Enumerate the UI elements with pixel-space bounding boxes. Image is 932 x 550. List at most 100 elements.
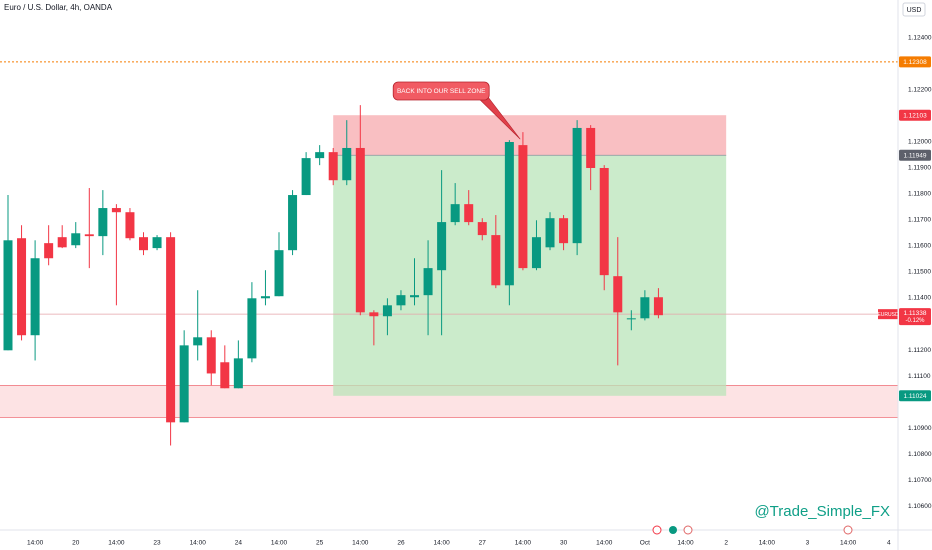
y-tick-label: 1.11500 [908,269,931,276]
candle-body [586,127,596,168]
annotation-bubble [392,81,490,101]
price-label-bg [899,109,931,121]
x-tick-label: 14:00 [352,540,369,547]
price-label: 1.11024 [903,393,926,400]
candle-body [328,152,338,181]
price-label: 1.11949 [903,152,926,159]
candle-body [152,237,162,249]
y-tick-label: 1.12000 [908,139,932,146]
candle-body [193,337,203,346]
y-tick-label: 1.10900 [908,425,932,432]
candle-body [111,208,121,213]
x-tick-label: 14:00 [515,540,532,547]
candle-body [518,145,528,269]
candle-body [166,237,176,423]
candle-body [206,337,216,374]
candle-body [301,158,311,196]
candle-body [382,305,392,317]
x-tick-label: 4 [887,540,891,547]
y-tick-label: 1.12400 [908,35,932,42]
candle-body [71,233,81,246]
x-tick-label: 14:00 [190,540,207,547]
currency[interactable]: USD [907,7,922,14]
price-label-bg [899,149,931,161]
last-price-bg [899,308,931,326]
zone [333,115,727,156]
candle-body [653,297,663,316]
y-tick-label: 1.10700 [908,477,932,484]
price-label: 1.12308 [903,59,927,66]
annotation-text: BACK INTO OUR SELL ZONE [397,88,486,95]
x-tick-label: 14:00 [108,540,125,547]
candle-body [464,204,474,223]
symbol-label: EURUSD [877,312,899,318]
price-label: 1.12103 [903,112,927,119]
candle-body [396,295,406,306]
candle-body [423,268,433,296]
y-tick-label: 1.11100 [908,373,931,380]
candle-body [626,318,636,320]
x-tick-label: 26 [397,540,405,547]
candle-body [139,237,149,251]
candle-body [369,312,379,317]
change-label: -0.12% [905,318,925,324]
candle-body [179,345,189,423]
candle-body [545,218,555,248]
candle-body [504,141,514,286]
event-icon[interactable] [652,525,662,535]
candle-body [30,258,40,336]
y-tick-label: 1.11200 [908,347,931,354]
x-tick-label: 24 [235,540,243,547]
candle-body [342,147,352,181]
event-icon[interactable] [669,526,677,534]
x-tick-label: Oct [640,540,650,547]
y-tick-label: 1.12200 [908,87,932,94]
candle-body [274,250,284,297]
x-tick-label: 14:00 [596,540,613,547]
candle-body [98,208,108,237]
candle-body [477,222,487,236]
event-icon[interactable] [683,525,693,535]
x-tick-label: 14:00 [27,540,44,547]
x-tick-label: 14:00 [840,540,857,547]
candle-body [559,218,569,244]
candle-body [572,127,582,244]
x-tick-label: 2 [724,540,728,547]
candle-body [315,152,325,159]
y-tick-label: 1.11600 [908,243,931,250]
x-tick-label: 14:00 [271,540,288,547]
y-tick-label: 1.11900 [908,165,931,172]
candle-body [57,237,67,248]
candle-body [450,204,460,223]
candle-body [84,234,94,237]
candle-body [599,167,609,276]
x-tick-label: 23 [153,540,161,547]
candle-body [233,358,243,389]
x-tick-label: 14:00 [677,540,694,547]
candle-body [44,243,54,259]
chart-title: Euro / U.S. Dollar, 4h, OANDA [4,3,113,12]
candle-body [17,238,27,336]
candle-body [410,295,420,298]
candle-body [613,276,623,313]
zone [333,155,727,396]
currency-box[interactable] [902,2,926,17]
y-tick-label: 1.10600 [908,503,932,510]
x-tick-label: 30 [560,540,568,547]
x-tick-label: 3 [806,540,810,547]
y-tick-label: 1.11700 [908,217,931,224]
x-tick-label: 20 [72,540,80,547]
candle-body [3,240,13,351]
candle-body [355,147,365,313]
candle-body [640,297,650,319]
event-icon[interactable] [843,525,853,535]
candle-body [125,212,135,239]
symbol-label-bg [878,309,898,320]
candle-body [437,222,447,271]
candle-body [531,237,541,269]
candle-body [491,235,501,286]
last-price-label: 1.11338 [903,310,926,317]
candle-body [260,296,270,299]
y-tick-label: 1.11400 [908,295,931,302]
